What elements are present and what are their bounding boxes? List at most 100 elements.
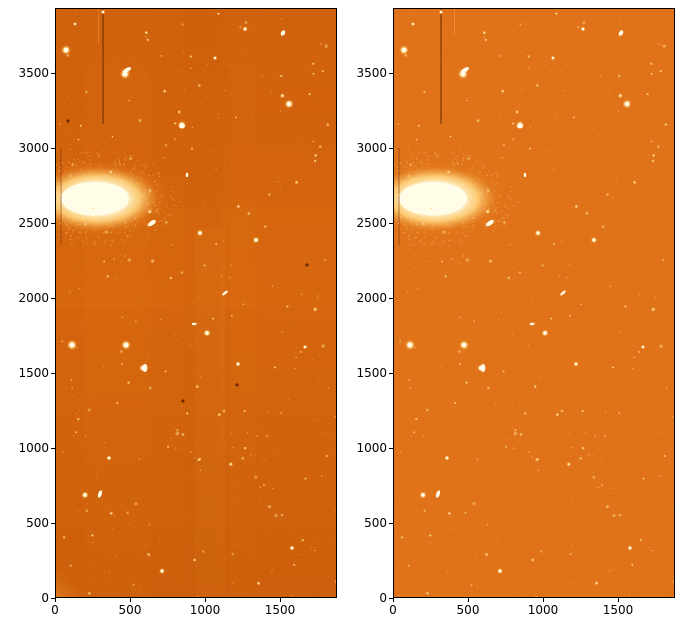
noise-speckle <box>191 57 193 59</box>
star <box>279 92 286 99</box>
noise-speckle <box>136 554 137 556</box>
noise-speckle <box>640 486 642 488</box>
noise-speckle <box>271 406 273 407</box>
star <box>239 156 241 158</box>
galaxy-halo-speckle <box>509 190 512 193</box>
noise-speckle <box>206 306 208 308</box>
noise-speckle <box>428 258 429 260</box>
noise-speckle <box>562 281 564 282</box>
noise-speckle <box>128 247 130 249</box>
noise-speckle <box>303 227 305 229</box>
noise-speckle <box>503 104 505 106</box>
noise-speckle <box>418 521 420 523</box>
noise-speckle <box>71 571 73 573</box>
noise-speckle <box>140 135 141 137</box>
noise-speckle <box>201 159 203 161</box>
noise-speckle <box>596 394 598 395</box>
bright-star <box>401 47 407 53</box>
x-tick <box>393 598 394 602</box>
galaxy-halo-speckle <box>459 240 461 242</box>
star <box>484 544 485 546</box>
noise-speckle <box>405 357 406 359</box>
noise-speckle <box>524 235 525 236</box>
noise-speckle <box>467 61 469 63</box>
noise-speckle <box>80 521 82 523</box>
galaxy-halo-speckle <box>118 160 121 162</box>
galaxy-halo-speckle <box>412 244 414 246</box>
star <box>273 197 275 199</box>
galaxy-halo-speckle <box>156 172 159 175</box>
noise-speckle <box>137 69 139 71</box>
noise-speckle <box>556 525 558 527</box>
noise-speckle <box>576 404 578 406</box>
noise-speckle <box>280 545 282 546</box>
star <box>294 368 296 370</box>
star <box>618 513 622 517</box>
galaxy-halo-speckle <box>156 221 158 223</box>
noise-speckle <box>532 239 534 240</box>
noise-speckle <box>612 281 614 283</box>
star <box>222 409 226 413</box>
noise-speckle <box>273 108 275 110</box>
noise-speckle <box>122 358 124 360</box>
star <box>231 314 233 317</box>
noise-speckle <box>411 553 413 555</box>
star <box>503 283 505 285</box>
noise-speckle <box>458 465 460 467</box>
galaxy-halo-speckle <box>502 216 505 219</box>
galaxy-halo-speckle <box>498 219 501 222</box>
noise-speckle <box>522 230 524 232</box>
noise-speckle <box>406 133 408 134</box>
noise-speckle <box>512 555 513 557</box>
noise-speckle <box>547 170 549 171</box>
noise-speckle <box>604 172 606 174</box>
star <box>515 110 519 114</box>
star <box>202 52 204 53</box>
bright-star <box>641 345 645 349</box>
noise-speckle <box>289 501 291 503</box>
noise-speckle <box>278 338 279 340</box>
star <box>181 23 184 26</box>
noise-speckle <box>626 574 628 575</box>
noise-speckle <box>261 232 262 234</box>
noise-speckle <box>644 178 646 179</box>
noise-speckle <box>169 47 171 48</box>
star <box>452 515 454 517</box>
star <box>256 581 261 586</box>
noise-speckle <box>227 334 228 336</box>
noise-speckle <box>276 537 278 539</box>
noise-speckle <box>110 321 112 323</box>
galaxy-halo-speckle <box>466 157 469 160</box>
noise-speckle <box>232 501 234 502</box>
noise-speckle <box>534 318 535 320</box>
noise-speckle <box>247 404 249 406</box>
noise-speckle <box>420 265 422 267</box>
noise-speckle <box>474 517 476 518</box>
noise-speckle <box>254 175 256 177</box>
noise-speckle <box>100 338 101 340</box>
noise-speckle <box>508 547 510 549</box>
noise-speckle <box>101 73 103 75</box>
noise-speckle <box>238 116 240 118</box>
galaxy-halo-speckle <box>501 218 503 220</box>
left-astronomy-image <box>55 8 337 598</box>
noise-speckle <box>334 254 336 255</box>
star <box>659 70 662 73</box>
bright-star <box>254 238 258 242</box>
bright-star <box>445 456 449 460</box>
galaxy-halo-speckle <box>89 154 91 157</box>
noise-speckle <box>529 159 530 161</box>
star <box>458 362 461 365</box>
noise-speckle <box>642 515 644 517</box>
noise-speckle <box>208 58 210 60</box>
noise-speckle <box>531 396 533 398</box>
star <box>606 290 608 292</box>
noise-speckle <box>572 13 574 15</box>
galaxy-halo-speckle <box>422 152 424 154</box>
noise-speckle <box>570 487 572 489</box>
noise-speckle <box>255 71 257 72</box>
noise-speckle <box>648 100 650 101</box>
noise-speckle <box>334 73 336 75</box>
bright-star <box>581 27 585 31</box>
star <box>194 539 196 541</box>
